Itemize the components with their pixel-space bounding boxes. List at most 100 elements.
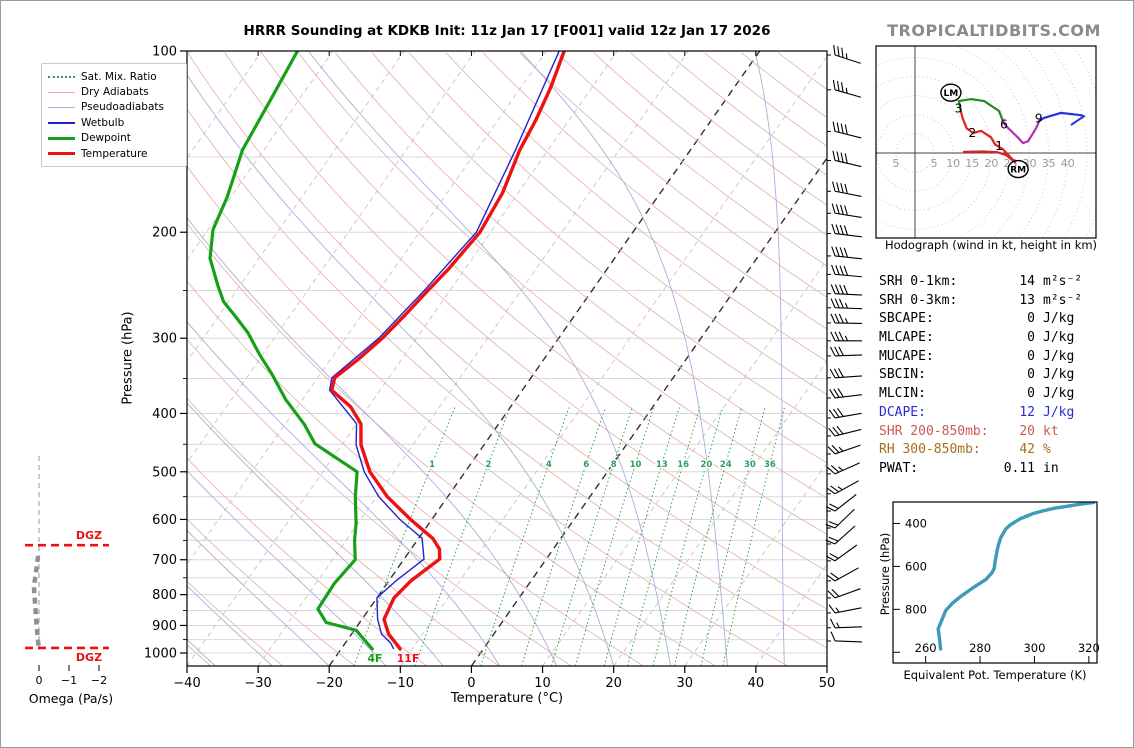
svg-text:5: 5 bbox=[931, 157, 938, 170]
stat-row-mlcin-: MLCIN: 0 J/kg bbox=[879, 386, 1092, 405]
svg-text:10: 10 bbox=[946, 157, 960, 170]
svg-text:600: 600 bbox=[905, 559, 927, 573]
stat-label: MLCIN: bbox=[879, 386, 926, 402]
wind-barb bbox=[826, 480, 859, 495]
wind-barb bbox=[833, 45, 861, 64]
thetae-axis-caption: Equivalent Pot. Temperature (K) bbox=[903, 668, 1087, 682]
stat-row-rh-300-850mb-: RH 300-850mb: 42% bbox=[879, 442, 1092, 461]
svg-text:6: 6 bbox=[583, 460, 589, 470]
stat-value: 0 bbox=[1027, 367, 1035, 383]
legend-line-sample bbox=[48, 136, 75, 140]
wind-barb bbox=[825, 493, 857, 512]
wind-barb bbox=[828, 604, 862, 614]
stat-unit: m²s⁻² bbox=[1043, 274, 1083, 289]
legend-item-sat-mix-ratio: Sat. Mix. Ratio bbox=[48, 69, 180, 84]
hodograph-height-label: 6 bbox=[1000, 117, 1008, 132]
mixing-ratio-labels: 1 2 4 6 8 10 13 16 20 24 30 36 bbox=[428, 458, 778, 471]
svg-text:RM: RM bbox=[1010, 166, 1026, 176]
wind-barb bbox=[827, 588, 861, 599]
svg-text:13: 13 bbox=[656, 460, 668, 470]
svg-text:280: 280 bbox=[969, 641, 991, 655]
svg-text:40: 40 bbox=[748, 676, 765, 691]
stat-label: SRH 0-1km: bbox=[879, 274, 958, 289]
svg-text:300: 300 bbox=[152, 332, 177, 347]
stat-unit: J/kg bbox=[1043, 311, 1075, 327]
stat-unit: J/kg bbox=[1043, 348, 1075, 364]
stat-unit: J/kg bbox=[1043, 367, 1075, 383]
stat-row-mucape-: MUCAPE: 0 J/kg bbox=[879, 349, 1092, 368]
wind-barb bbox=[832, 79, 862, 98]
wind-barb bbox=[831, 223, 862, 238]
svg-text:24: 24 bbox=[720, 460, 732, 470]
stat-value: 0.11 bbox=[1003, 460, 1035, 476]
stat-unit: J/kg bbox=[1043, 330, 1075, 346]
stat-row-shr-200-850mb-: SHR 200-850mb: 20 kt bbox=[879, 424, 1092, 443]
stat-label: SRH 0-3km: bbox=[879, 292, 958, 308]
legend-item-pseudoadiabats: Pseudoadiabats bbox=[48, 100, 180, 115]
thetae-panel: 400 600 800 260 280 300 320 bbox=[892, 501, 1100, 664]
legend-item-wetbulb: Wetbulb bbox=[48, 115, 180, 130]
stat-row-sbcape-: SBCAPE: 0 J/kg bbox=[879, 311, 1092, 330]
stat-value: 13 bbox=[1019, 292, 1035, 308]
wind-barb bbox=[828, 408, 862, 419]
stat-label: SBCAPE: bbox=[879, 311, 934, 327]
wind-barb bbox=[831, 203, 862, 219]
stat-row-srh-0-3km-: SRH 0-3km: 13 m²s⁻² bbox=[879, 293, 1092, 312]
sounding-curves bbox=[208, 51, 566, 651]
legend-item-label: Dry Adiabats bbox=[81, 86, 149, 99]
wind-barb bbox=[830, 313, 863, 324]
legend-line-sample bbox=[48, 152, 75, 156]
wind-barb bbox=[828, 425, 862, 437]
svg-text:200: 200 bbox=[152, 226, 177, 241]
svg-text:50: 50 bbox=[819, 676, 836, 691]
svg-text:−10: −10 bbox=[387, 676, 414, 691]
storm-motion-marker: LM bbox=[940, 83, 962, 102]
svg-text:10: 10 bbox=[534, 676, 551, 691]
legend-item-label: Dewpoint bbox=[81, 132, 131, 145]
svg-text:10: 10 bbox=[630, 460, 642, 470]
svg-text:100: 100 bbox=[152, 45, 177, 60]
hodograph-height-label: 2 bbox=[968, 125, 976, 140]
hodograph-trace bbox=[959, 109, 1017, 164]
svg-text:36: 36 bbox=[764, 460, 776, 470]
wind-barb bbox=[831, 246, 862, 260]
wind-barb bbox=[832, 121, 862, 139]
stat-label: SBCIN: bbox=[879, 367, 926, 383]
stat-unit: kt bbox=[1043, 423, 1059, 439]
stat-unit: in bbox=[1043, 460, 1059, 476]
svg-text:600: 600 bbox=[152, 513, 177, 528]
svg-text:0: 0 bbox=[36, 674, 43, 687]
stat-row-dcape-: DCAPE: 12 J/kg bbox=[879, 405, 1092, 424]
svg-text:20: 20 bbox=[984, 157, 998, 170]
wind-barb bbox=[831, 264, 862, 278]
pressure-axis-label: Pressure (hPa) bbox=[120, 311, 136, 405]
surface-dewpoint-label: 4F bbox=[367, 652, 382, 665]
stat-value: 0 bbox=[1027, 330, 1035, 346]
storm-motion-marker: RM bbox=[1007, 159, 1029, 179]
thetae-curve bbox=[936, 502, 1096, 651]
stat-label: MUCAPE: bbox=[879, 348, 934, 364]
legend-item-dewpoint: Dewpoint bbox=[48, 131, 180, 146]
svg-text:500: 500 bbox=[152, 465, 177, 480]
svg-text:30: 30 bbox=[677, 676, 694, 691]
wind-barb bbox=[827, 462, 860, 475]
omega-panel: DGZ DGZ 0 −1 −2 bbox=[25, 456, 109, 687]
legend: Sat. Mix. Ratio Dry Adiabats Pseudoadiabat… bbox=[41, 63, 187, 168]
skewt-background bbox=[187, 51, 827, 666]
svg-text:800: 800 bbox=[152, 588, 177, 603]
svg-text:30: 30 bbox=[744, 460, 756, 470]
svg-text:4: 4 bbox=[546, 460, 552, 470]
stats-panel: SRH 0-1km: 14 m²s⁻² SRH 0-3km: 13 m²s⁻² SBCAPE… bbox=[879, 274, 1092, 480]
svg-text:−2: −2 bbox=[91, 674, 107, 687]
legend-item-temperature: Temperature bbox=[48, 146, 180, 161]
svg-text:16: 16 bbox=[677, 460, 689, 470]
stat-value: 20 bbox=[1019, 423, 1035, 439]
omega-profile bbox=[31, 555, 41, 648]
svg-text:5: 5 bbox=[892, 157, 899, 170]
dgz-label: DGZ bbox=[76, 529, 102, 542]
stat-unit: J/kg bbox=[1043, 386, 1075, 402]
wind-barb bbox=[825, 508, 855, 529]
